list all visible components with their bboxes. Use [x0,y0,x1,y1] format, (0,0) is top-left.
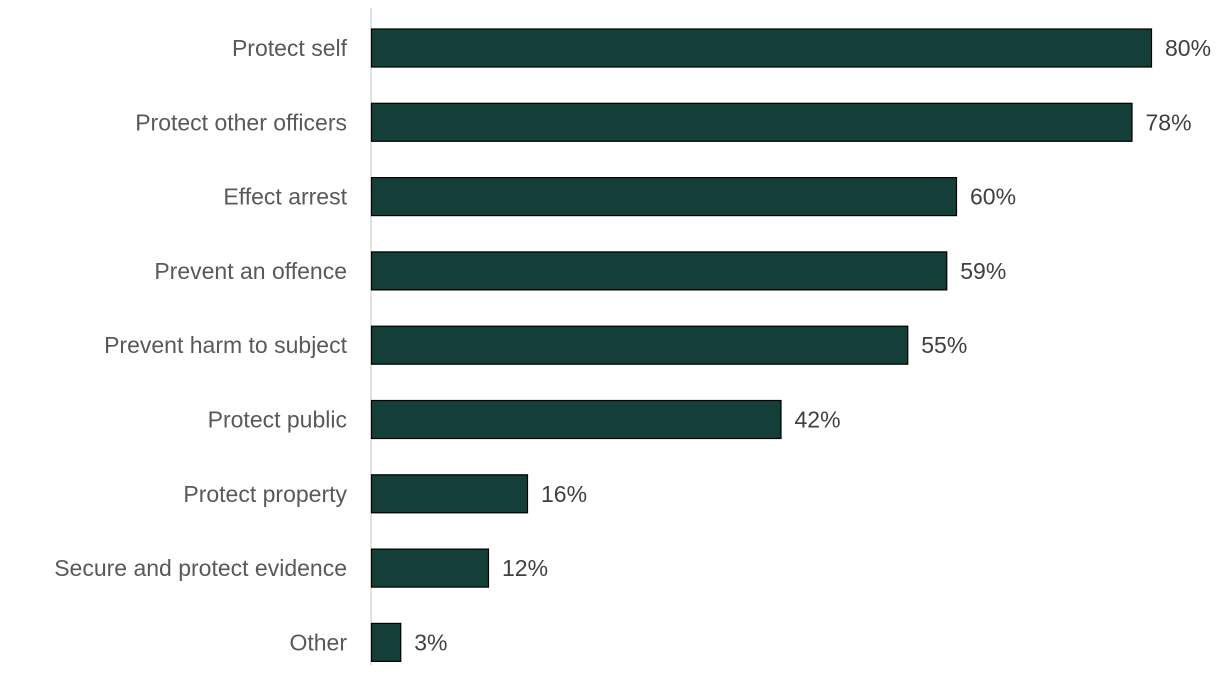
bar-protect-other-officers [370,102,1133,142]
bar-effect-arrest [370,177,958,217]
bar-secure-and-protect-evidence [370,548,490,588]
category-label-prevent-harm-to-subject: Prevent harm to subject [104,332,348,358]
category-label-protect-self: Protect self [232,35,348,61]
category-label-protect-property: Protect property [183,481,347,507]
value-label-protect-other-officers: 78% [1146,109,1192,135]
value-label-protect-public: 42% [795,407,841,433]
category-labels-group: Protect self Protect other officers Effect… [54,35,347,655]
category-label-effect-arrest: Effect arrest [223,184,347,210]
bar-prevent-harm-to-subject [370,325,909,365]
value-label-prevent-harm-to-subject: 55% [921,332,967,358]
value-label-effect-arrest: 60% [970,184,1016,210]
value-label-protect-property: 16% [541,481,587,507]
bar-prevent-an-offence [370,251,948,291]
category-label-secure-and-protect-evidence: Secure and protect evidence [54,555,347,581]
value-label-prevent-an-offence: 59% [960,258,1006,284]
bars-group [370,28,1153,663]
bar-protect-public [370,399,782,440]
value-label-other: 3% [414,629,447,655]
category-label-protect-other-officers: Protect other officers [135,109,347,135]
bar-protect-property [370,474,529,514]
category-label-protect-public: Protect public [208,407,347,433]
value-label-protect-self: 80% [1165,35,1211,61]
category-label-prevent-an-offence: Prevent an offence [154,258,347,284]
value-label-secure-and-protect-evidence: 12% [502,555,548,581]
value-labels-group: 80% 78% 60% 59% 55% 42% 16% 12% 3% [414,35,1211,655]
bar-other [370,622,402,663]
bar-protect-self [370,28,1153,68]
category-label-other: Other [289,629,347,655]
